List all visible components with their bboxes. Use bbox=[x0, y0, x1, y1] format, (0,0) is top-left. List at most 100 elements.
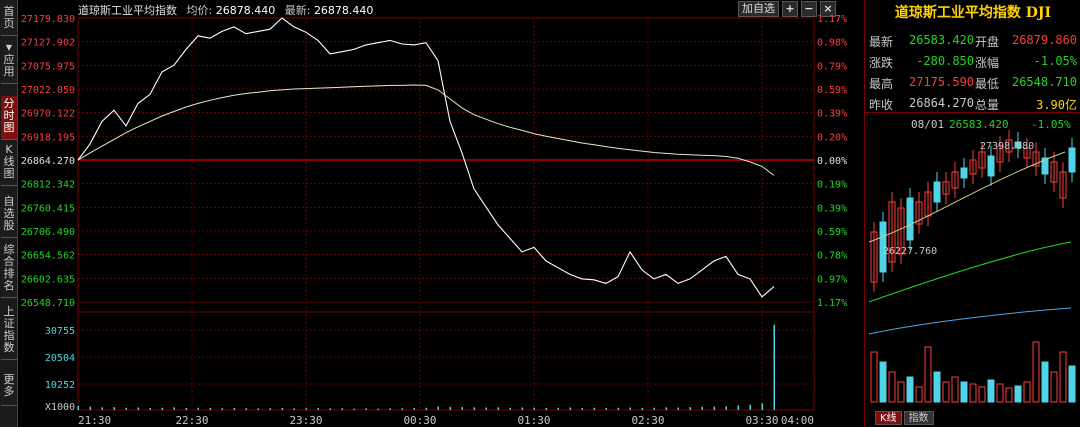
mini-pct: -1.05% bbox=[1031, 118, 1071, 131]
volume-bar bbox=[293, 408, 295, 410]
quote-label: 涨跌 bbox=[869, 56, 894, 70]
mini-candle bbox=[879, 221, 887, 273]
volume-bar bbox=[689, 407, 691, 410]
percent-tick: 0.98% bbox=[817, 38, 847, 49]
mini-candle bbox=[1023, 147, 1031, 159]
quote-value: 27175.590 bbox=[909, 75, 975, 89]
zoom-in-icon[interactable]: + bbox=[782, 1, 798, 17]
volume-bar bbox=[245, 408, 247, 410]
tab-index[interactable]: 指数 bbox=[903, 411, 934, 425]
mini-volume-bar bbox=[897, 381, 905, 403]
nav-apps[interactable]: ▼ 应用 bbox=[1, 40, 17, 84]
mini-volume-bar bbox=[1059, 351, 1067, 403]
mini-volume-bar bbox=[1032, 341, 1040, 403]
left-nav: 首页 ▼ 应用 分时图 K线图 自选股 综合排名 上证指数 更多 bbox=[0, 0, 18, 427]
volume-bar bbox=[677, 407, 679, 410]
chart-header: 道琼斯工业平均指数 均价: 26878.440 最新: 26878.440 bbox=[78, 2, 373, 18]
mini-volume-bar bbox=[951, 376, 959, 403]
nav-home[interactable]: 首页 bbox=[1, 4, 17, 36]
avg-value: 26878.440 bbox=[215, 4, 276, 17]
mini-kline-chart: 08/01 26583.420 -1.05% 27398.680 26227.7… bbox=[868, 118, 1076, 403]
quote-value: -280.850 bbox=[916, 54, 974, 68]
percent-tick: 0.78% bbox=[817, 251, 847, 262]
mini-volume-bar bbox=[978, 386, 986, 403]
timeshare-chart: 27179.830 27127.902 27075.975 27022.050 2697… bbox=[21, 14, 847, 427]
mini-volume-bar bbox=[915, 386, 923, 403]
mini-candle bbox=[888, 201, 896, 263]
volume-bar bbox=[281, 407, 283, 410]
avg-price-line bbox=[77, 84, 775, 176]
price-tick: 26602.635 bbox=[21, 274, 75, 285]
mini-price: 26583.420 bbox=[949, 118, 1009, 131]
volume-bar bbox=[365, 408, 367, 410]
volume-bar bbox=[461, 407, 463, 410]
volume-bar bbox=[749, 404, 751, 410]
nav-kline[interactable]: K线图 bbox=[1, 142, 17, 186]
timeshare-chart-area: 道琼斯工业平均指数 均价: 26878.440 最新: 26878.440 加自… bbox=[18, 0, 864, 427]
add-watch-button[interactable]: 加自选 bbox=[738, 1, 779, 17]
price-tick: 26864.270 bbox=[21, 156, 75, 167]
mini-candle bbox=[870, 231, 878, 283]
volume-bar bbox=[209, 407, 211, 410]
mini-candle bbox=[1059, 171, 1067, 199]
volume-bar bbox=[761, 403, 763, 410]
volume-tick: 30755 bbox=[45, 326, 75, 337]
volume-bar bbox=[641, 407, 643, 410]
volume-bar bbox=[329, 408, 331, 410]
mini-candle bbox=[906, 197, 914, 241]
time-tick: 23:30 bbox=[289, 414, 322, 427]
latest-label: 最新: bbox=[284, 4, 311, 17]
mini-volume-bar bbox=[1068, 365, 1076, 403]
zoom-out-icon[interactable]: − bbox=[801, 1, 817, 17]
quote-label: 最高 bbox=[869, 77, 894, 91]
nav-more[interactable]: 更多 bbox=[1, 372, 17, 406]
quote-value: 26548.710 bbox=[1011, 75, 1077, 89]
volume-bar bbox=[113, 407, 115, 410]
price-tick: 26654.562 bbox=[21, 251, 75, 262]
mini-volume-bar bbox=[1014, 385, 1022, 403]
price-tick: 26548.710 bbox=[21, 298, 75, 309]
quote-label: 总量 bbox=[975, 98, 1000, 112]
percent-tick: 0.79% bbox=[817, 61, 847, 72]
time-axis: 21:30 22:30 23:30 00:30 01:30 02:30 03:30 04:00 bbox=[78, 414, 814, 427]
time-tick: 02:30 bbox=[631, 414, 664, 427]
percent-tick: 0.59% bbox=[817, 85, 847, 96]
volume-bar bbox=[161, 407, 163, 410]
price-tick: 27022.050 bbox=[21, 85, 75, 96]
mini-candles bbox=[868, 130, 1076, 403]
nav-sh-index[interactable]: 上证指数 bbox=[1, 304, 17, 360]
volume-bar bbox=[401, 408, 403, 410]
price-tick: 26970.122 bbox=[21, 109, 75, 120]
price-lines bbox=[77, 17, 775, 298]
mini-candle bbox=[1005, 139, 1013, 153]
percent-tick: 0.59% bbox=[817, 227, 847, 238]
avg-label: 均价: bbox=[186, 4, 213, 17]
volume-bar bbox=[737, 405, 739, 410]
volume-bar bbox=[389, 408, 391, 410]
time-tick: 03:30 bbox=[745, 414, 778, 427]
mini-volume-bar bbox=[996, 383, 1004, 403]
mini-high-label: 27398.680 bbox=[980, 141, 1034, 152]
price-tick: 26812.342 bbox=[21, 180, 75, 191]
quote-label: 涨幅 bbox=[975, 56, 1000, 70]
tab-kline[interactable]: K线 bbox=[875, 411, 902, 425]
nav-timeshare[interactable]: 分时图 bbox=[1, 96, 17, 140]
volume-bar bbox=[665, 407, 667, 410]
nav-ranking[interactable]: 综合排名 bbox=[1, 242, 17, 298]
mini-candle bbox=[1032, 151, 1040, 167]
mini-candle bbox=[978, 151, 986, 169]
volume-bar bbox=[77, 405, 79, 410]
volume-bar bbox=[557, 407, 559, 410]
percent-tick: 0.39% bbox=[817, 109, 847, 120]
mini-volume-bar bbox=[870, 351, 878, 403]
volume-bar bbox=[257, 408, 259, 410]
volume-bar bbox=[521, 407, 523, 410]
volume-bar bbox=[701, 406, 703, 410]
volume-bar bbox=[221, 408, 223, 410]
close-icon[interactable]: × bbox=[820, 1, 836, 17]
volume-bar bbox=[725, 406, 727, 410]
mini-candle bbox=[1041, 157, 1049, 175]
nav-watchlist[interactable]: 自选股 bbox=[1, 194, 17, 238]
time-tick: 00:30 bbox=[403, 414, 436, 427]
price-tick: 27179.830 bbox=[21, 14, 75, 25]
